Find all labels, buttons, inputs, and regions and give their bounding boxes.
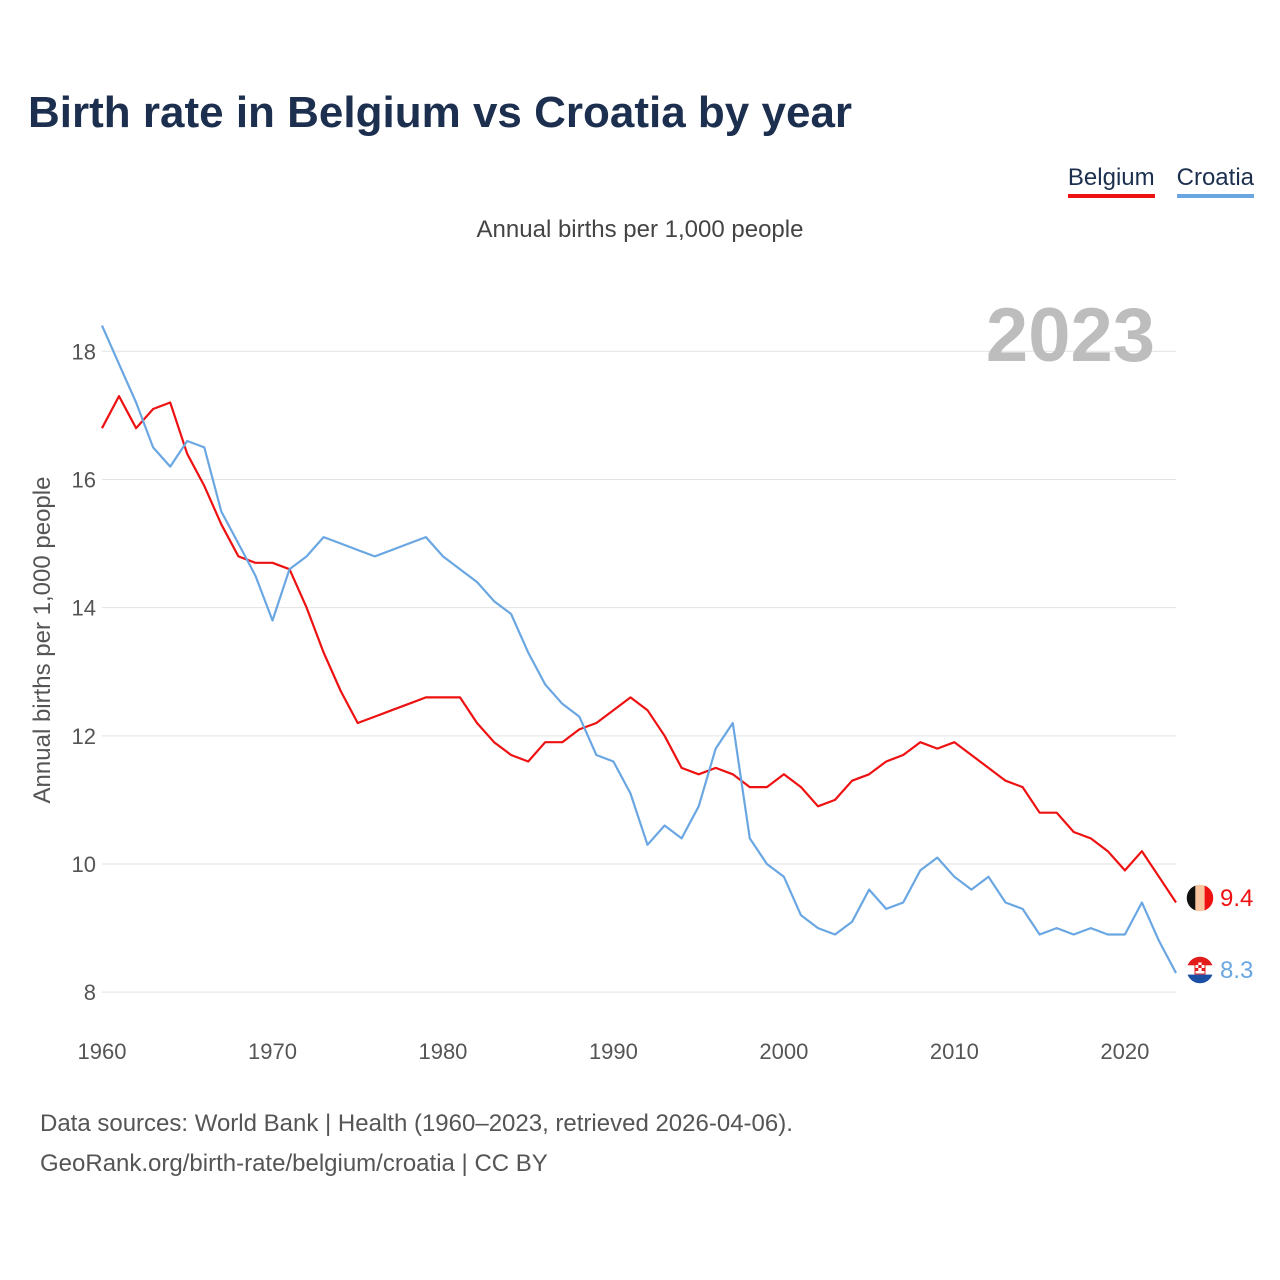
year-watermark: 2023	[986, 293, 1155, 378]
y-tick-label: 10	[72, 852, 96, 877]
end-value-croatia: 8.3	[1220, 957, 1253, 984]
x-tick-label: 1960	[78, 1039, 127, 1064]
y-tick-label: 12	[72, 724, 96, 749]
legend-item-belgium[interactable]: Belgium	[1067, 164, 1155, 198]
belgium-flag-icon	[1185, 883, 1215, 913]
sources-line: Data sources: World Bank | Health (1960–…	[40, 1110, 793, 1137]
croatia-flag-icon	[1185, 955, 1215, 985]
series-line-belgium	[101, 395, 1177, 904]
x-tick-label: 2000	[759, 1039, 808, 1064]
y-tick-label: 18	[72, 339, 96, 364]
chart-subtitle: Annual births per 1,000 people	[476, 216, 804, 243]
legend: Belgium Croatia	[1067, 164, 1254, 198]
series-line-croatia	[100, 325, 1177, 974]
chart-title: Birth rate in Belgium vs Croatia by year	[28, 88, 853, 137]
y-tick-label: 8	[84, 980, 96, 1005]
legend-item-croatia[interactable]: Croatia	[1176, 164, 1254, 198]
y-tick-label: 16	[72, 467, 96, 492]
y-axis-label: Annual births per 1,000 people	[29, 477, 56, 804]
x-tick-label: 2010	[930, 1039, 979, 1064]
sources-link[interactable]: GeoRank.org/birth-rate/belgium/croatia |…	[40, 1150, 548, 1177]
end-value-belgium: 9.4	[1220, 885, 1253, 912]
x-tick-label: 1990	[589, 1039, 638, 1064]
data-sources: Data sources: World Bank | Health (1960–…	[40, 1104, 793, 1184]
x-tick-label: 1980	[418, 1039, 467, 1064]
x-tick-label: 2020	[1100, 1039, 1149, 1064]
y-tick-label: 14	[72, 596, 96, 621]
x-tick-label: 1970	[248, 1039, 297, 1064]
